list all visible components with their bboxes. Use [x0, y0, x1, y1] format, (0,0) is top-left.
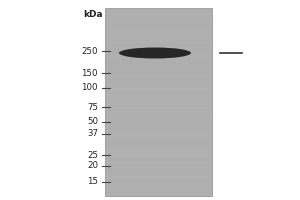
Bar	[106, 22, 211, 24]
Bar	[106, 15, 211, 17]
Bar	[106, 24, 211, 27]
Bar	[106, 95, 211, 97]
Bar	[106, 116, 211, 118]
Bar	[106, 34, 211, 36]
Text: 37: 37	[87, 130, 98, 138]
Bar	[106, 156, 211, 158]
Text: kDa: kDa	[83, 10, 103, 19]
Bar	[106, 182, 211, 184]
Bar	[106, 107, 211, 109]
Bar	[106, 102, 211, 104]
Bar	[106, 71, 211, 74]
Bar	[106, 177, 211, 180]
Bar	[106, 194, 211, 196]
Bar	[106, 165, 211, 168]
Bar	[106, 67, 211, 69]
Bar	[106, 140, 211, 142]
Text: 50: 50	[87, 117, 98, 127]
Bar	[106, 104, 211, 107]
Bar	[106, 135, 211, 137]
Bar	[106, 39, 211, 41]
Bar	[106, 191, 211, 194]
Bar	[106, 41, 211, 43]
Bar	[106, 53, 211, 55]
Bar	[106, 142, 211, 144]
Bar	[106, 184, 211, 187]
Bar	[106, 118, 211, 121]
Text: 75: 75	[87, 102, 98, 112]
Bar	[106, 100, 211, 102]
Text: 20: 20	[87, 162, 98, 170]
Bar	[106, 121, 211, 123]
Bar	[106, 36, 211, 39]
Bar	[106, 74, 211, 76]
Bar	[106, 55, 211, 57]
Bar	[106, 168, 211, 170]
Bar	[106, 57, 211, 60]
Bar	[106, 109, 211, 111]
Bar	[106, 43, 211, 46]
Bar	[106, 111, 211, 114]
Bar	[106, 17, 211, 20]
Bar	[106, 29, 211, 31]
Bar	[106, 86, 211, 88]
Bar	[106, 76, 211, 78]
Text: 100: 100	[82, 84, 98, 92]
Bar	[106, 126, 211, 128]
Bar	[106, 31, 211, 34]
Bar	[106, 93, 211, 95]
Bar	[106, 48, 211, 50]
Text: 250: 250	[82, 46, 98, 55]
Bar	[106, 161, 211, 163]
Bar	[106, 97, 211, 100]
Bar	[106, 60, 211, 62]
Bar	[106, 27, 211, 29]
Bar	[106, 88, 211, 90]
Bar	[106, 81, 211, 83]
Bar	[106, 187, 211, 189]
Bar	[106, 147, 211, 149]
Text: 150: 150	[82, 68, 98, 77]
Bar	[106, 144, 211, 147]
Bar	[106, 180, 211, 182]
Bar	[106, 46, 211, 48]
Bar	[106, 133, 211, 135]
Text: 15: 15	[87, 178, 98, 186]
Ellipse shape	[119, 47, 191, 58]
Text: 25: 25	[87, 150, 98, 160]
Bar	[106, 90, 211, 93]
Bar	[106, 83, 211, 86]
Bar	[106, 154, 211, 156]
Bar	[106, 149, 211, 151]
Bar	[106, 62, 211, 64]
Bar	[105, 8, 212, 196]
Bar	[106, 163, 211, 165]
Bar	[106, 10, 211, 13]
Bar	[106, 64, 211, 67]
Bar	[106, 20, 211, 22]
Bar	[106, 50, 211, 53]
Bar	[106, 158, 211, 161]
Bar	[106, 189, 211, 191]
Bar	[106, 137, 211, 140]
Bar	[106, 130, 211, 133]
Bar	[106, 175, 211, 177]
Bar	[106, 69, 211, 71]
Bar	[106, 128, 211, 130]
Bar	[106, 172, 211, 175]
Bar	[106, 8, 211, 10]
Bar	[106, 170, 211, 172]
Bar	[106, 78, 211, 81]
Bar	[106, 13, 211, 15]
Bar	[106, 123, 211, 126]
Bar	[106, 151, 211, 154]
Bar	[106, 114, 211, 116]
